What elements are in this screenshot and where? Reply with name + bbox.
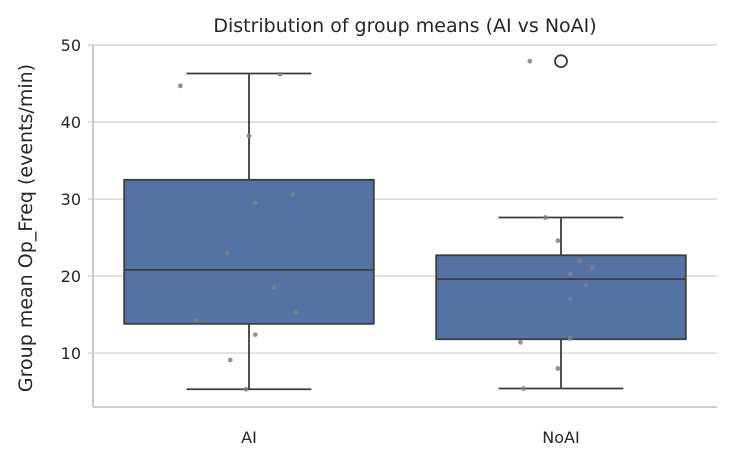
data-point — [527, 58, 533, 64]
boxes — [123, 54, 687, 391]
y-tick-label: 30 — [61, 190, 81, 209]
data-point — [290, 192, 296, 197]
data-point — [577, 258, 583, 264]
y-tick-label: 20 — [61, 267, 81, 286]
data-point — [277, 71, 283, 77]
data-points — [177, 58, 595, 392]
data-point — [252, 332, 258, 337]
data-point — [177, 83, 183, 89]
data-point — [271, 285, 277, 291]
tick-labels: 10 20 30 40 50 AI NoAI — [61, 36, 580, 447]
data-point — [193, 317, 199, 323]
data-point — [224, 250, 230, 256]
data-point — [567, 336, 573, 341]
chart-title: Distribution of group means (AI vs NoAI) — [213, 15, 596, 37]
axes — [88, 44, 717, 408]
data-point — [543, 215, 548, 220]
data-point — [589, 265, 595, 270]
data-point — [246, 133, 252, 139]
data-point — [293, 310, 299, 316]
data-point — [555, 238, 561, 244]
y-axis-label: Group mean Op_Freq (events/min) — [15, 64, 37, 392]
data-point — [567, 296, 573, 302]
data-point — [252, 200, 258, 206]
box-iqr — [123, 178, 375, 325]
data-point — [518, 339, 523, 345]
x-tick-label: NoAI — [542, 428, 579, 447]
data-point — [243, 386, 249, 392]
data-point — [583, 282, 589, 288]
y-tick-label: 40 — [61, 113, 81, 132]
box-iqr — [435, 254, 687, 341]
y-tick-label: 50 — [61, 36, 81, 55]
data-point — [555, 366, 561, 371]
y-tick-label: 10 — [61, 344, 81, 363]
data-point — [227, 357, 233, 363]
x-tick-label: AI — [241, 428, 257, 447]
outlier-marker — [554, 54, 568, 69]
data-point — [567, 271, 573, 277]
data-point — [521, 386, 526, 391]
